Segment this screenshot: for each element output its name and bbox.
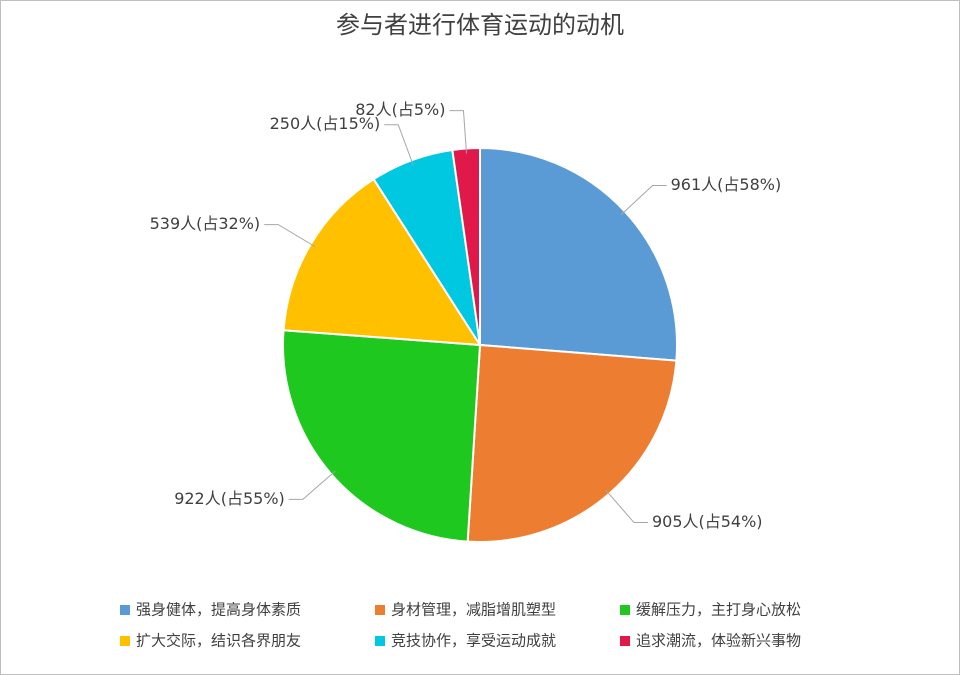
- legend-label: 扩大交际，结识各界朋友: [136, 632, 301, 650]
- legend-swatch: [120, 605, 130, 615]
- data-label: 539人(占32%): [150, 214, 261, 233]
- data-label: 905人(占54%): [652, 512, 763, 531]
- legend-swatch: [375, 605, 385, 615]
- legend-swatch: [120, 636, 130, 646]
- legend-swatch: [375, 636, 385, 646]
- data-label: 961人(占58%): [671, 175, 782, 194]
- leader-line: [449, 110, 467, 154]
- legend-swatch: [620, 636, 630, 646]
- leader-line: [605, 489, 648, 524]
- legend-swatch: [620, 605, 630, 615]
- leader-line: [384, 124, 414, 166]
- data-label: 82人(占5%): [355, 100, 445, 119]
- leader-line: [620, 185, 667, 216]
- chart-title: 参与者进行体育运动的动机: [336, 11, 624, 39]
- leader-line: [264, 224, 316, 248]
- legend-label: 竞技协作，享受运动成就: [391, 632, 556, 650]
- leader-line: [288, 470, 336, 500]
- data-label: 922人(占55%): [174, 489, 285, 508]
- legend-label: 身材管理，减脂增肌塑型: [391, 601, 556, 619]
- legend-label: 强身健体，提高身体素质: [136, 601, 301, 619]
- data-label: 250人(占15%): [270, 114, 381, 133]
- legend-label: 追求潮流，体验新兴事物: [636, 632, 801, 650]
- legend-label: 缓解压力，主打身心放松: [636, 601, 801, 619]
